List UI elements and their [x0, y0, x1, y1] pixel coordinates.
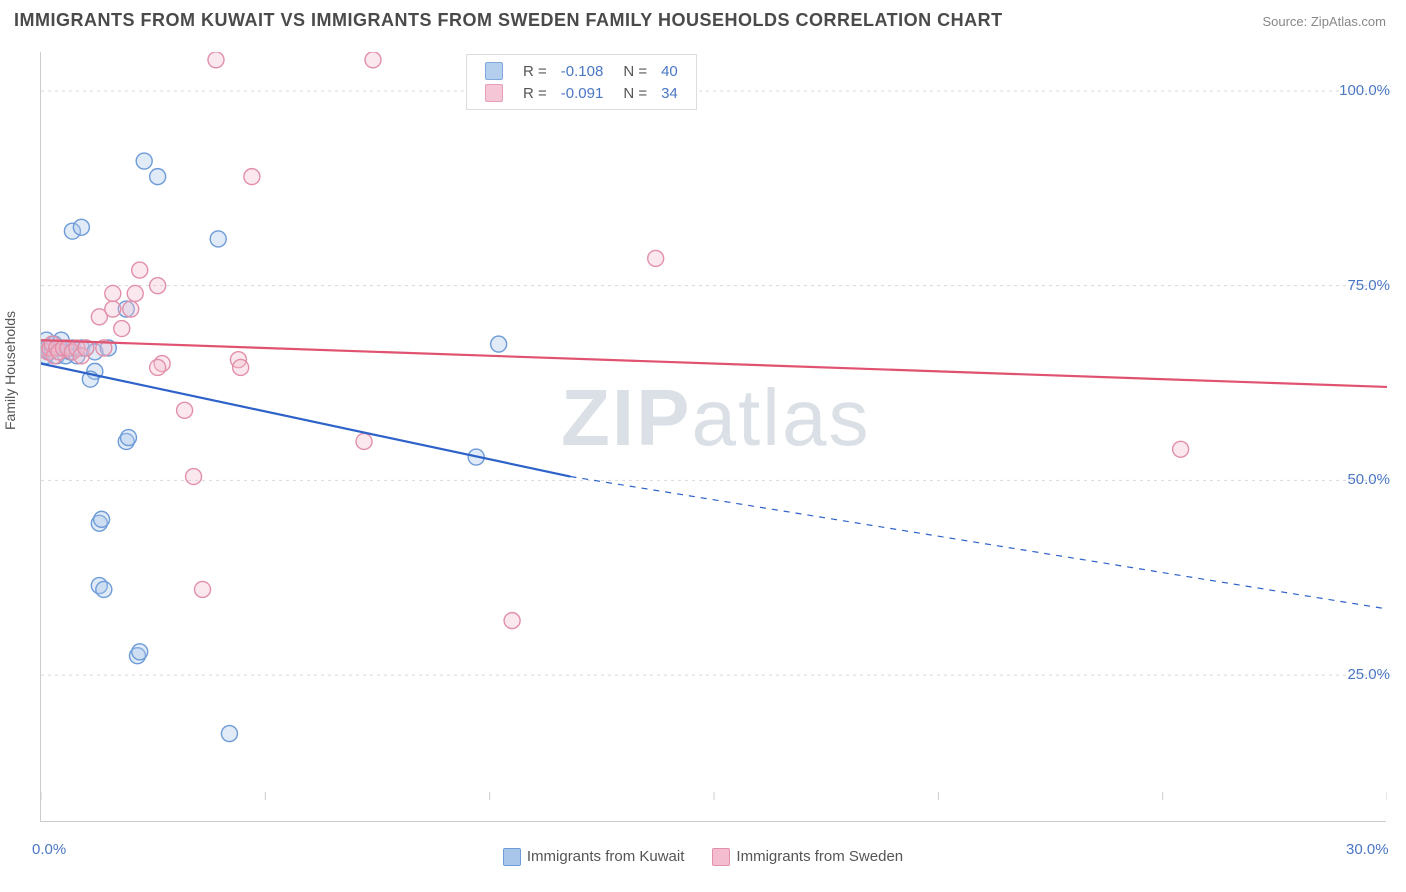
chart-svg: [41, 52, 1387, 822]
legend-label-sweden: Immigrants from Sweden: [736, 848, 903, 865]
y-tick-label: 25.0%: [1347, 666, 1390, 683]
source-attribution: Source: ZipAtlas.com: [1262, 14, 1386, 29]
y-tick-label: 75.0%: [1347, 277, 1390, 294]
plot-area: ZIPatlas: [40, 52, 1386, 822]
source-label: Source:: [1262, 14, 1310, 29]
legend-label-kuwait: Immigrants from Kuwait: [527, 848, 685, 865]
source-site[interactable]: ZipAtlas.com: [1311, 14, 1386, 29]
legend-swatch-sweden: [712, 848, 730, 866]
legend-row-kuwait: R =-0.108N =40: [479, 61, 684, 81]
y-tick-label: 50.0%: [1347, 471, 1390, 488]
y-tick-label: 100.0%: [1339, 82, 1390, 99]
series-legend: Immigrants from Kuwait Immigrants from S…: [0, 848, 1406, 866]
legend-swatch-kuwait: [503, 848, 521, 866]
y-axis-label: Family Households: [2, 311, 18, 430]
legend-row-sweden: R =-0.091N =34: [479, 83, 684, 103]
legend-item-sweden: Immigrants from Sweden: [712, 848, 903, 866]
legend-item-kuwait: Immigrants from Kuwait: [503, 848, 685, 866]
chart-title: IMMIGRANTS FROM KUWAIT VS IMMIGRANTS FRO…: [14, 10, 1003, 31]
correlation-legend: R =-0.108N =40R =-0.091N =34: [466, 54, 697, 110]
